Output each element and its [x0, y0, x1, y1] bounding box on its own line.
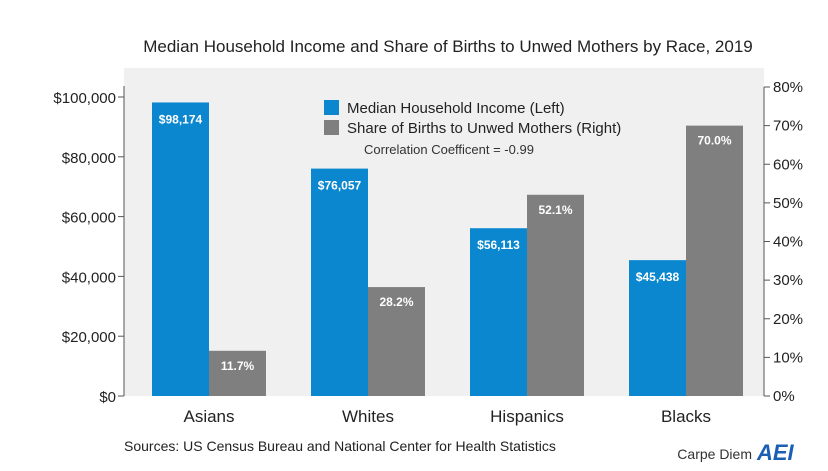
right-tick-label: 30%: [773, 272, 803, 289]
right-tick-label: 60%: [773, 156, 803, 173]
aei-logo: AEI: [756, 440, 795, 465]
left-tick-label: $100,000: [53, 90, 116, 107]
data-label-income: $45,438: [636, 270, 680, 284]
bar-income-blacks: [629, 260, 686, 396]
left-tick-label: $80,000: [62, 150, 116, 167]
correlation-annotation: Correlation Coefficent = -0.99: [364, 142, 534, 157]
left-tick-label: $20,000: [62, 329, 116, 346]
right-tick-label: 20%: [773, 311, 803, 328]
right-tick-label: 10%: [773, 349, 803, 366]
right-tick-label: 80%: [773, 79, 803, 96]
data-label-income: $76,057: [318, 179, 362, 193]
category-label: Hispanics: [490, 407, 564, 426]
legend: Median Household Income (Left) Share of B…: [324, 100, 621, 137]
brand-text: Carpe Diem: [677, 446, 752, 462]
right-tick-label: 0%: [773, 388, 795, 405]
left-tick-label: $60,000: [62, 210, 116, 227]
left-axis: $0 $20,000 $40,000 $60,000 $80,000 $100,000: [53, 86, 125, 406]
category-label: Whites: [342, 407, 394, 426]
bar-unwed-blacks: [686, 125, 743, 396]
data-label-unwed: 11.7%: [221, 359, 255, 373]
chart-title: Median Household Income and Share of Bir…: [143, 37, 753, 56]
data-label-income: $56,113: [477, 238, 520, 252]
data-label-income: $98,174: [159, 112, 203, 126]
bar-income-asians: [152, 102, 209, 396]
data-label-unwed: 28.2%: [379, 295, 413, 309]
category-label: Blacks: [661, 407, 711, 426]
bar-income-hispanics: [470, 228, 527, 396]
right-tick-label: 70%: [773, 118, 803, 135]
right-tick-label: 50%: [773, 195, 803, 212]
source-note: Sources: US Census Bureau and National C…: [124, 438, 556, 454]
right-axis: 0% 10% 20% 30% 40% 50% 60% 70% 80%: [763, 79, 803, 405]
bar-unwed-hispanics: [527, 194, 584, 396]
legend-swatch-unwed: [324, 120, 339, 135]
bar-income-whites: [311, 168, 368, 396]
bar-unwed-whites: [368, 287, 425, 396]
bar-labels: $98,174 11.7% $76,057 28.2% $56,113 52.1% $45,…: [159, 112, 732, 372]
legend-label-income: Median Household Income (Left): [347, 100, 565, 117]
legend-label-unwed: Share of Births to Unwed Mothers (Right): [347, 120, 621, 137]
data-label-unwed: 70.0%: [697, 134, 731, 148]
legend-swatch-income: [324, 100, 339, 115]
bars: [152, 102, 743, 396]
category-labels: Asians Whites Hispanics Blacks: [183, 407, 711, 426]
left-tick-label: $0: [99, 389, 116, 406]
category-label: Asians: [183, 407, 234, 426]
left-tick-label: $40,000: [62, 269, 116, 286]
data-label-unwed: 52.1%: [538, 203, 572, 217]
bar-unwed-asians: [209, 350, 266, 396]
right-tick-label: 40%: [773, 234, 803, 251]
